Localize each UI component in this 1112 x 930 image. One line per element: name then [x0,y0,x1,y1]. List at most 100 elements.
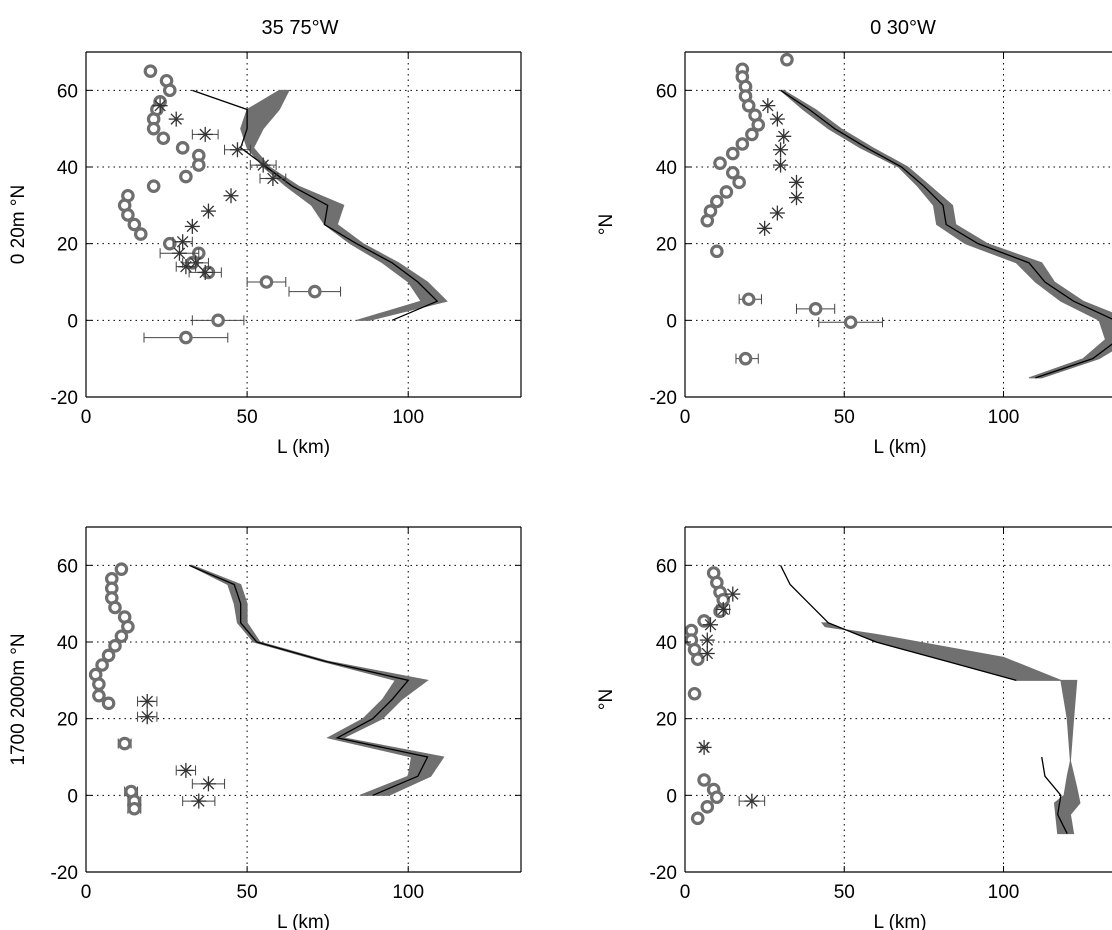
observation-circle [92,677,106,691]
observation-circle [108,639,122,653]
observation-circle [101,696,116,711]
observation-star [715,601,731,617]
x-tick-label: 50 [237,407,258,428]
y-tick-label: -20 [650,863,677,884]
observation-circle [179,330,193,345]
column-title-right: 0 30°W [870,17,936,39]
observation-circle [127,217,142,232]
x-tick-label: 0 [680,882,691,903]
observation-circle [108,600,122,615]
observation-circle [780,52,794,67]
y-tick-label: -20 [51,388,78,409]
observation-circle [690,811,705,826]
y-tick-label: -20 [650,388,677,409]
observation-circle [211,313,225,328]
observation-star [773,142,789,158]
y-tick-label: 20 [656,710,677,731]
observation-circle [127,801,142,816]
x-axis-label: L (km) [277,912,330,930]
y-tick-label: 40 [656,158,677,179]
observation-star [175,234,191,250]
x-tick-label: 50 [834,407,855,428]
y-tick-label: 60 [656,81,677,102]
x-tick-label: 0 [680,407,691,428]
observation-circle [143,64,158,78]
observation-circle [146,179,161,193]
observation-circle [162,83,177,98]
observation-circle [725,146,740,161]
y-tick-label: 60 [57,81,78,102]
x-tick-label: 0 [81,882,92,903]
observation-circle [808,302,823,316]
observation-circle [735,137,750,151]
observation-star [699,632,715,648]
model-line [192,89,439,321]
observation-circle [191,158,206,172]
y-axis-label: °N [596,689,617,710]
y-axis-label: 0 20m °N [8,185,29,264]
x-tick-label: 0 [81,407,92,428]
observation-star [200,776,216,792]
observation-circle [713,156,727,170]
y-axis-label: °N [596,214,617,235]
observation-circle [710,790,724,805]
observation-circle [741,292,756,307]
observation-star [769,111,785,127]
observation-star [760,98,776,114]
observation-star [229,142,245,158]
observation-circle [697,773,711,787]
observation-circle [700,213,715,228]
y-tick-label: 40 [656,633,677,654]
observation-circle [121,208,135,222]
observation-star [197,264,213,280]
x-tick-label: 100 [392,407,424,428]
observation-circle [710,244,724,259]
observation-circle [741,98,756,113]
y-tick-label: 60 [656,556,677,577]
x-axis-label: L (km) [277,437,330,458]
observation-circle [121,619,135,634]
observation-star [757,220,773,236]
model-line [1041,756,1068,834]
observation-star [699,646,715,661]
y-tick-label: 20 [656,235,677,256]
observation-circle [738,351,753,366]
y-axis-label: 1700 2000m °N [8,633,29,765]
observation-star [171,245,187,261]
y-tick-label: 40 [57,158,78,179]
observation-star [152,98,168,114]
observation-circle [700,800,715,814]
observation-circle [732,175,746,190]
observation-star [788,190,804,206]
observation-circle [162,236,177,251]
observation-star [702,617,718,633]
observation-circle [156,131,171,146]
observation-star [191,793,207,809]
y-tick-label: 20 [57,710,78,731]
observation-star [255,157,271,173]
observation-circle [114,629,129,644]
observation-circle [725,165,740,180]
x-axis-label: L (km) [873,912,926,930]
observation-star [200,203,216,219]
observation-circle [690,652,705,667]
observation-circle [687,686,702,701]
uncertainty-band [820,622,1081,835]
y-tick-label: 0 [67,311,78,332]
uncertainty-band [240,89,448,321]
model-line [188,564,429,796]
y-tick-label: -20 [51,863,78,884]
x-tick-label: 100 [392,882,424,903]
plot-area [117,64,448,345]
observation-star [773,157,789,173]
y-tick-label: 40 [57,633,78,654]
observation-star [769,205,785,221]
observation-circle [710,194,724,209]
y-tick-label: 0 [666,311,677,332]
x-tick-label: 50 [834,882,855,903]
observation-circle [92,688,106,703]
